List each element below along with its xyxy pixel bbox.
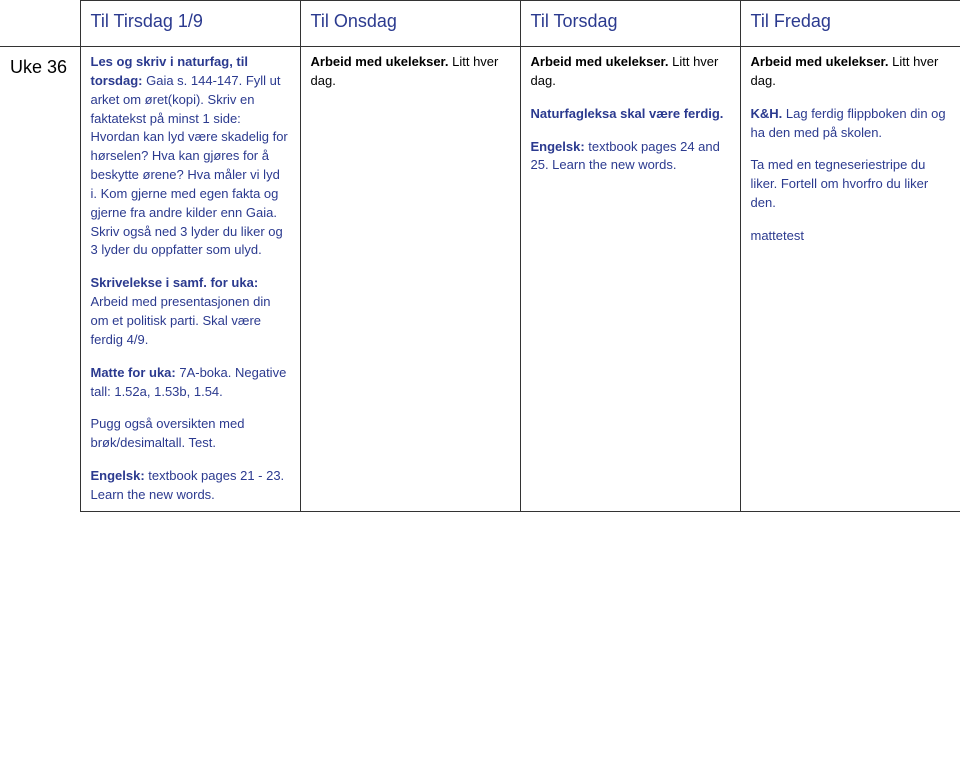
tuesday-p5: Engelsk: textbook pages 21 - 23. Learn t… bbox=[91, 467, 290, 505]
tuesday-p1: Les og skriv i naturfag, til torsdag: Ga… bbox=[91, 53, 290, 260]
tuesday-p4: Pugg også oversikten med brøk/desimaltal… bbox=[91, 415, 290, 453]
wednesday-cell: Arbeid med ukelekser. Litt hver dag. bbox=[300, 47, 520, 512]
tuesday-p2-rest: Arbeid med presentasjonen din om et poli… bbox=[91, 294, 271, 347]
tuesday-p3-lead: Matte for uka: bbox=[91, 365, 180, 380]
friday-p3: Ta med en tegneseriestripe du liker. For… bbox=[751, 156, 950, 213]
tuesday-p2: Skrivelekse i samf. for uka: Arbeid med … bbox=[91, 274, 290, 349]
week-label-cell: Uke 36 bbox=[0, 47, 80, 512]
thursday-p2: Naturfagleksa skal være ferdig. bbox=[531, 105, 730, 124]
thursday-p3-lead: Engelsk: bbox=[531, 139, 589, 154]
wednesday-p1-lead: Arbeid med ukelekser. bbox=[311, 54, 449, 69]
friday-cell: Arbeid med ukelekser. Litt hver dag. K&H… bbox=[740, 47, 960, 512]
header-wednesday: Til Onsdag bbox=[300, 1, 520, 47]
thursday-cell: Arbeid med ukelekser. Litt hver dag. Nat… bbox=[520, 47, 740, 512]
tuesday-p3: Matte for uka: 7A-boka. Negative tall: 1… bbox=[91, 364, 290, 402]
friday-p2: K&H. Lag ferdig flippboken din og ha den… bbox=[751, 105, 950, 143]
tuesday-cell: Les og skriv i naturfag, til torsdag: Ga… bbox=[80, 47, 300, 512]
friday-p2-lead: K&H. bbox=[751, 106, 783, 121]
header-row: Til Tirsdag 1/9 Til Onsdag Til Torsdag T… bbox=[0, 1, 960, 47]
tuesday-p5-lead: Engelsk: bbox=[91, 468, 149, 483]
schedule-table: Til Tirsdag 1/9 Til Onsdag Til Torsdag T… bbox=[0, 0, 960, 512]
header-blank bbox=[0, 1, 80, 47]
wednesday-p1: Arbeid med ukelekser. Litt hver dag. bbox=[311, 53, 510, 91]
friday-p4: mattetest bbox=[751, 227, 950, 246]
week-row: Uke 36 Les og skriv i naturfag, til tors… bbox=[0, 47, 960, 512]
thursday-p1-lead: Arbeid med ukelekser. bbox=[531, 54, 669, 69]
header-thursday: Til Torsdag bbox=[520, 1, 740, 47]
friday-p1: Arbeid med ukelekser. Litt hver dag. bbox=[751, 53, 950, 91]
header-friday: Til Fredag bbox=[740, 1, 960, 47]
tuesday-p2-lead: Skrivelekse i samf. for uka: bbox=[91, 275, 259, 290]
tuesday-p1-rest: Gaia s. 144-147. Fyll ut arket om øret(k… bbox=[91, 73, 288, 258]
thursday-p1: Arbeid med ukelekser. Litt hver dag. bbox=[531, 53, 730, 91]
friday-p1-lead: Arbeid med ukelekser. bbox=[751, 54, 889, 69]
header-tuesday: Til Tirsdag 1/9 bbox=[80, 1, 300, 47]
thursday-p3: Engelsk: textbook pages 24 and 25. Learn… bbox=[531, 138, 730, 176]
